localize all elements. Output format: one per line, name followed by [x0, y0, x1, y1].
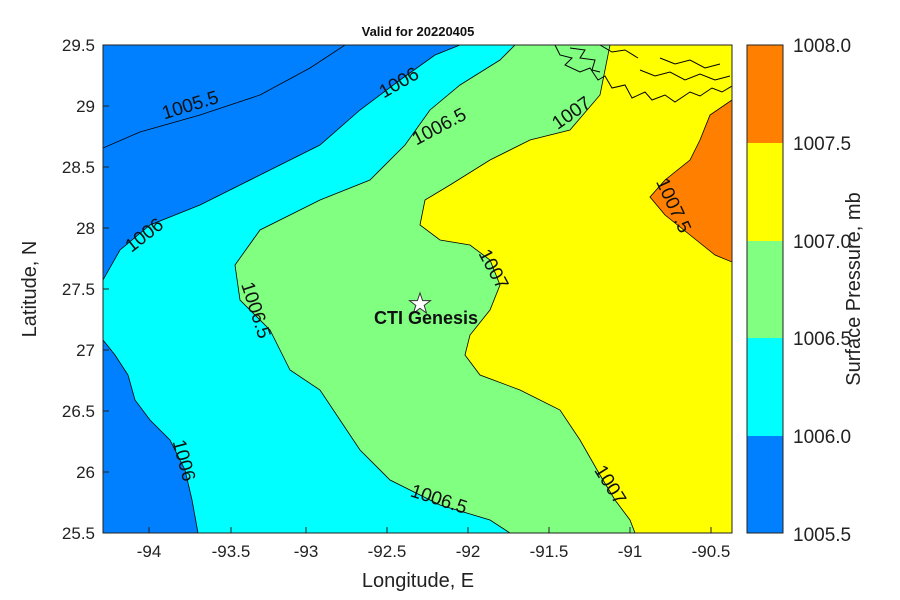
- colorbar-tick-label: 1005.5: [793, 525, 851, 546]
- colorbar-band-1007-1007.5: [747, 143, 783, 241]
- y-tick-label: 26.5: [62, 402, 95, 421]
- pressure-band-1005.5-1006-north: [103, 45, 461, 281]
- map-plot-area: 1005.5 1006 1006.5 1007 1006 1006.5 1007…: [102, 44, 733, 534]
- x-tick-label: -93.5: [212, 542, 251, 561]
- colorbar-tick-label: 1006.5: [793, 329, 851, 350]
- colorbar-band-1007.5-1008: [747, 45, 783, 143]
- colorbar-tick-label: 1007.0: [793, 232, 851, 253]
- x-tick-label: -92.5: [368, 542, 407, 561]
- x-tick-label: -91.5: [530, 542, 569, 561]
- colorbar-tick-label: 1008.0: [793, 36, 851, 57]
- x-tick-label: -92: [456, 542, 481, 561]
- x-axis: -94 -93.5 -93 -92.5 -92 -91.5 -91 -90.5 …: [137, 527, 731, 592]
- contour-line-1005.5: [103, 45, 346, 149]
- marker-label: CTI Genesis: [374, 308, 478, 328]
- y-tick-label: 26: [76, 463, 95, 482]
- x-tick-label: -91: [618, 542, 643, 561]
- colorbar: 1008.0 1007.5 1007.0 1006.5 1006.0 1005.…: [746, 36, 865, 546]
- y-axis-label: Latitude, N: [19, 241, 41, 338]
- map-title: Valid for 20220405: [362, 24, 475, 39]
- colorbar-band-1006.5-1007: [747, 241, 783, 338]
- colorbar-tick-label: 1007.5: [793, 134, 851, 155]
- y-tick-label: 29.5: [62, 36, 95, 55]
- colorbar-frame: [746, 44, 784, 534]
- y-tick-label: 27.5: [62, 280, 95, 299]
- x-axis-label: Longitude, E: [362, 570, 474, 592]
- star-icon: [408, 291, 432, 315]
- y-tick-label: 29: [76, 97, 95, 116]
- pressure-band-1005.5-1006-south: [103, 339, 199, 533]
- y-axis: 29.5 29 28.5 28 27.5 27 26.5 26 25.5 Lat…: [19, 36, 109, 543]
- y-tick-label: 28: [76, 219, 95, 238]
- y-tick-label: 28.5: [62, 158, 95, 177]
- pressure-band-1007.5-1008: [649, 99, 732, 263]
- x-tick-label: -94: [137, 542, 162, 561]
- y-tick-label: 25.5: [62, 524, 95, 543]
- colorbar-label: Surface Pressure, mb: [843, 192, 865, 385]
- x-tick-label: -90.5: [692, 542, 731, 561]
- colorbar-tick-label: 1006.0: [793, 427, 851, 448]
- colorbar-band-1005.5-1006: [747, 436, 783, 533]
- colorbar-band-1006-1006.5: [747, 338, 783, 436]
- y-tick-label: 27: [76, 341, 95, 360]
- x-tick-label: -93: [294, 542, 319, 561]
- coastline: [554, 45, 732, 103]
